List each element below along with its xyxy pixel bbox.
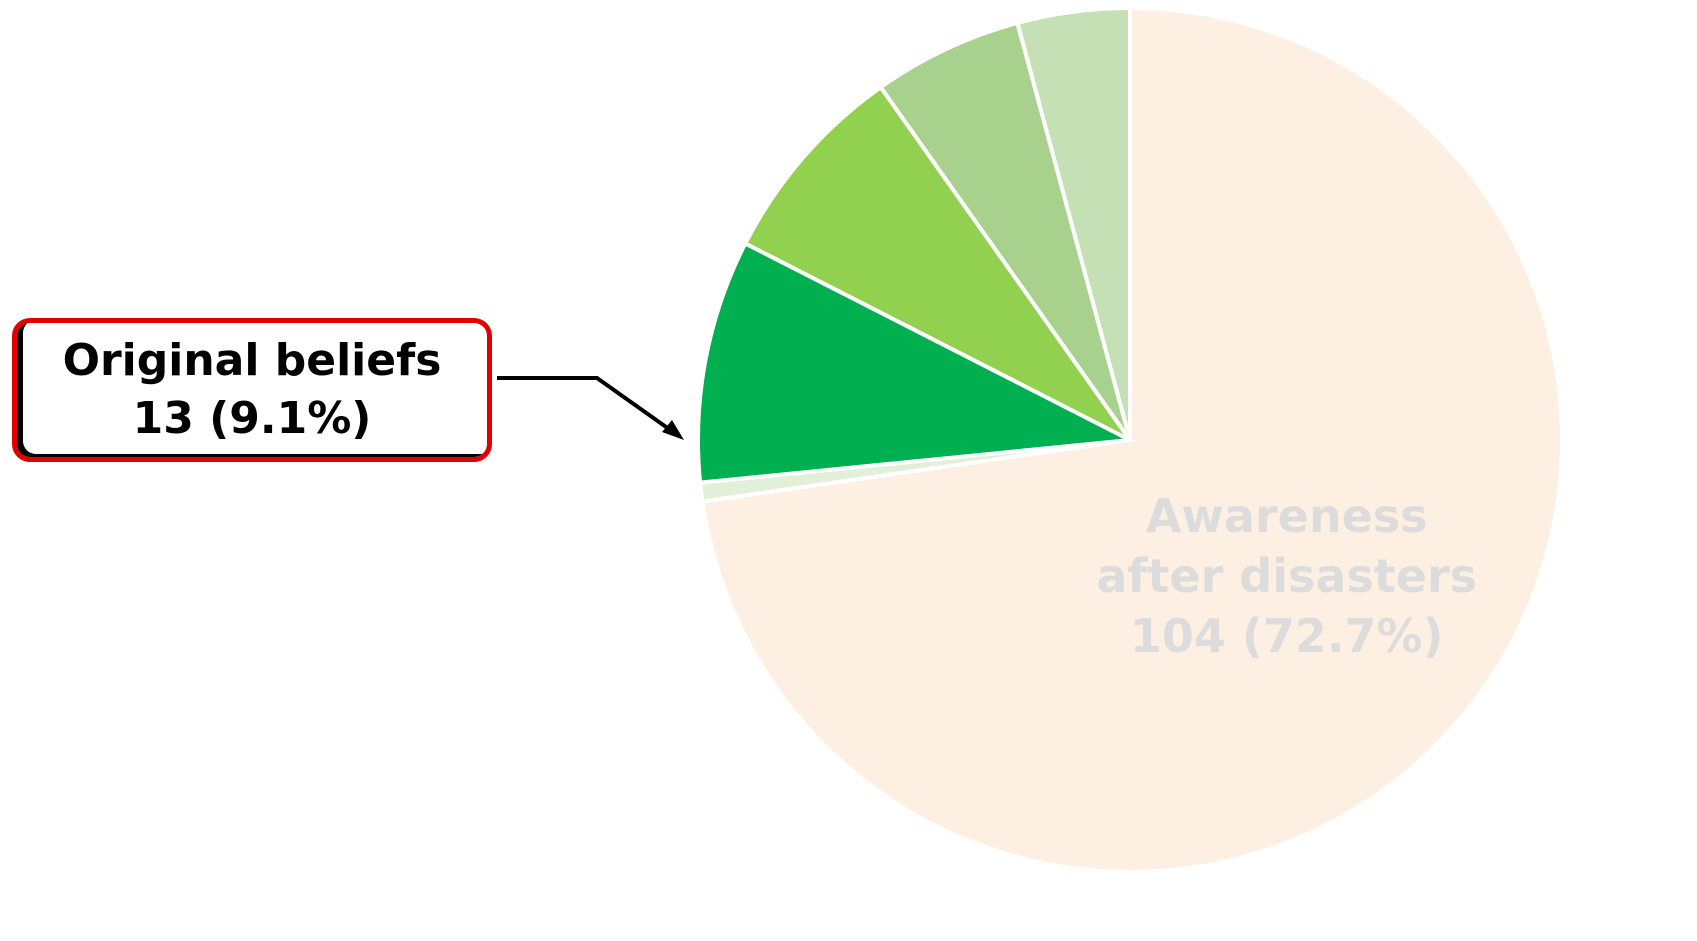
pie-slice: [696, 240, 1137, 485]
slice-value-label: 104 (72.7%): [1129, 608, 1444, 663]
pie-slice: [1014, 5, 1132, 441]
callout: Original beliefs 13 (9.1%): [12, 318, 492, 462]
slice-label: Awareness after disasters: [1096, 488, 1478, 603]
slice-value-label: 13 (9.1%): [132, 393, 372, 444]
pie-slice: [742, 84, 1132, 442]
slice-label: Original beliefs: [62, 335, 442, 386]
callout-arrowhead: [662, 420, 684, 440]
callout-leader: [497, 376, 678, 436]
slice-label-group: Awareness after disasters 104 (72.7%): [1087, 486, 1487, 666]
pie-slice: [877, 20, 1132, 442]
